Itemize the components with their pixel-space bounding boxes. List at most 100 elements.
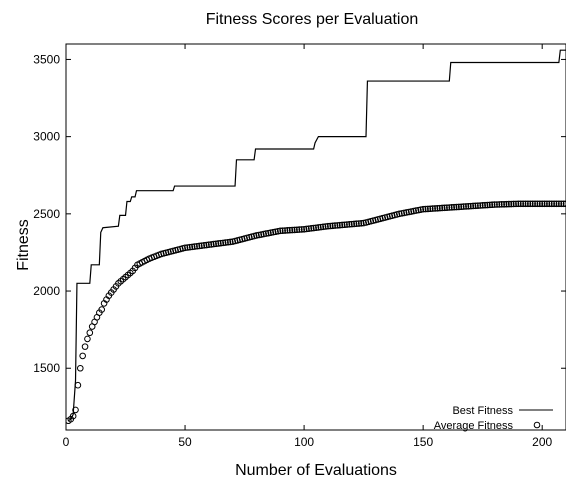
average-fitness-marker <box>529 200 536 208</box>
average-fitness-marker <box>329 222 336 230</box>
average-fitness-marker <box>446 204 453 211</box>
legend: Best Fitness Average Fitness <box>434 405 553 432</box>
average-fitness-marker <box>553 200 560 208</box>
average-fitness-marker <box>207 241 215 248</box>
average-fitness-marker <box>184 244 191 251</box>
average-fitness-marker <box>412 207 420 214</box>
average-fitness-marker <box>203 241 210 249</box>
average-fitness-marker <box>350 220 358 228</box>
average-fitness-marker <box>272 228 279 236</box>
y-tick-label: 2500 <box>33 207 60 221</box>
x-tick-label: 150 <box>413 435 433 449</box>
axis-tick-labels: 0 50 100 150 200 1500 2000 2500 3000 3500 <box>33 52 552 449</box>
average-fitness-marker <box>307 225 315 232</box>
average-fitness-marker <box>86 329 94 337</box>
average-fitness-marker <box>312 224 320 232</box>
x-axis-title: Number of Evaluations <box>235 462 397 479</box>
y-tick-label: 3000 <box>33 130 60 144</box>
average-fitness-marker <box>512 200 520 208</box>
legend-label-average-fitness: Average Fitness <box>434 420 514 432</box>
average-fitness-marker <box>217 239 225 247</box>
average-fitness-marker <box>457 203 465 211</box>
average-fitness-marker <box>543 200 551 208</box>
average-fitness-marker <box>324 222 332 230</box>
average-fitness-marker <box>198 242 206 249</box>
average-fitness-marker <box>557 200 565 208</box>
average-fitness-marker <box>429 205 436 212</box>
average-fitness-marker <box>346 221 353 228</box>
average-fitness-marker <box>536 200 544 208</box>
axis-ticks <box>65 44 566 430</box>
average-fitness-marker <box>517 200 525 208</box>
average-fitness-marker <box>443 204 451 211</box>
average-fitness-marker <box>424 205 432 213</box>
average-fitness-marker <box>260 230 267 238</box>
average-fitness-marker <box>491 201 498 208</box>
average-fitness-marker <box>460 203 467 210</box>
average-fitness-marker <box>562 200 566 208</box>
average-fitness-marker <box>69 412 77 420</box>
average-fitness-marker <box>550 200 558 208</box>
average-fitness-marker <box>205 241 213 249</box>
average-fitness-marker <box>403 209 410 216</box>
average-fitness-marker <box>284 227 291 234</box>
average-fitness-marker <box>319 223 327 231</box>
average-fitness-marker <box>281 227 289 234</box>
average-fitness-marker <box>317 223 325 231</box>
average-fitness-marker <box>310 224 317 232</box>
legend-marker-average-fitness <box>533 421 541 429</box>
average-fitness-marker <box>253 232 260 239</box>
average-fitness-marker <box>257 231 265 238</box>
average-fitness-marker <box>465 202 472 210</box>
average-fitness-marker <box>291 226 298 234</box>
x-tick-label: 100 <box>294 435 314 449</box>
average-fitness-marker <box>279 227 286 234</box>
average-fitness-marker <box>519 200 527 208</box>
average-fitness-marker <box>193 242 201 250</box>
average-fitness-marker <box>436 204 444 212</box>
average-fitness-marker <box>322 223 329 230</box>
average-fitness-marker <box>341 221 348 229</box>
average-fitness-marker <box>488 201 496 209</box>
average-fitness-marker <box>419 205 427 213</box>
average-fitness-marker <box>274 227 282 235</box>
average-fitness-marker <box>410 207 417 215</box>
average-fitness-marker <box>191 243 198 250</box>
average-fitness-marker <box>98 306 106 313</box>
average-fitness-marker <box>331 222 339 229</box>
average-fitness-marker <box>315 224 322 231</box>
average-fitness-marker <box>186 243 194 251</box>
average-fitness-marker <box>469 202 477 210</box>
average-fitness-marker <box>531 200 539 208</box>
average-fitness-marker <box>431 205 439 212</box>
y-tick-label: 3500 <box>33 52 60 66</box>
average-fitness-marker <box>560 200 566 208</box>
average-fitness-marker <box>267 229 275 236</box>
average-fitness-marker <box>472 202 479 210</box>
average-fitness-marker <box>448 204 456 211</box>
average-fitness-marker <box>415 206 422 214</box>
average-fitness-marker <box>479 202 486 209</box>
average-fitness-marker <box>298 226 306 233</box>
x-tick-label: 50 <box>178 435 192 449</box>
average-fitness-marker <box>222 239 229 246</box>
average-fitness-marker <box>219 239 227 247</box>
average-fitness-marker <box>355 220 363 227</box>
average-fitness-marker <box>500 200 508 208</box>
average-fitness-marker <box>338 221 346 229</box>
average-fitness-marker <box>405 208 413 216</box>
average-fitness-marker <box>343 221 351 228</box>
average-fitness-marker <box>453 203 460 211</box>
average-fitness-marker <box>76 364 84 372</box>
average-fitness-marker <box>303 225 310 233</box>
average-fitness-marker <box>293 226 301 234</box>
average-fitness-marker <box>474 202 482 209</box>
average-fitness-marker <box>334 222 341 229</box>
series-layer <box>66 49 566 425</box>
average-fitness-marker <box>286 226 294 234</box>
y-tick-label: 1500 <box>33 361 60 375</box>
average-fitness-marker <box>503 200 510 208</box>
average-fitness-marker <box>224 238 232 246</box>
average-fitness-marker <box>276 227 284 235</box>
average-fitness-marker <box>84 335 91 343</box>
